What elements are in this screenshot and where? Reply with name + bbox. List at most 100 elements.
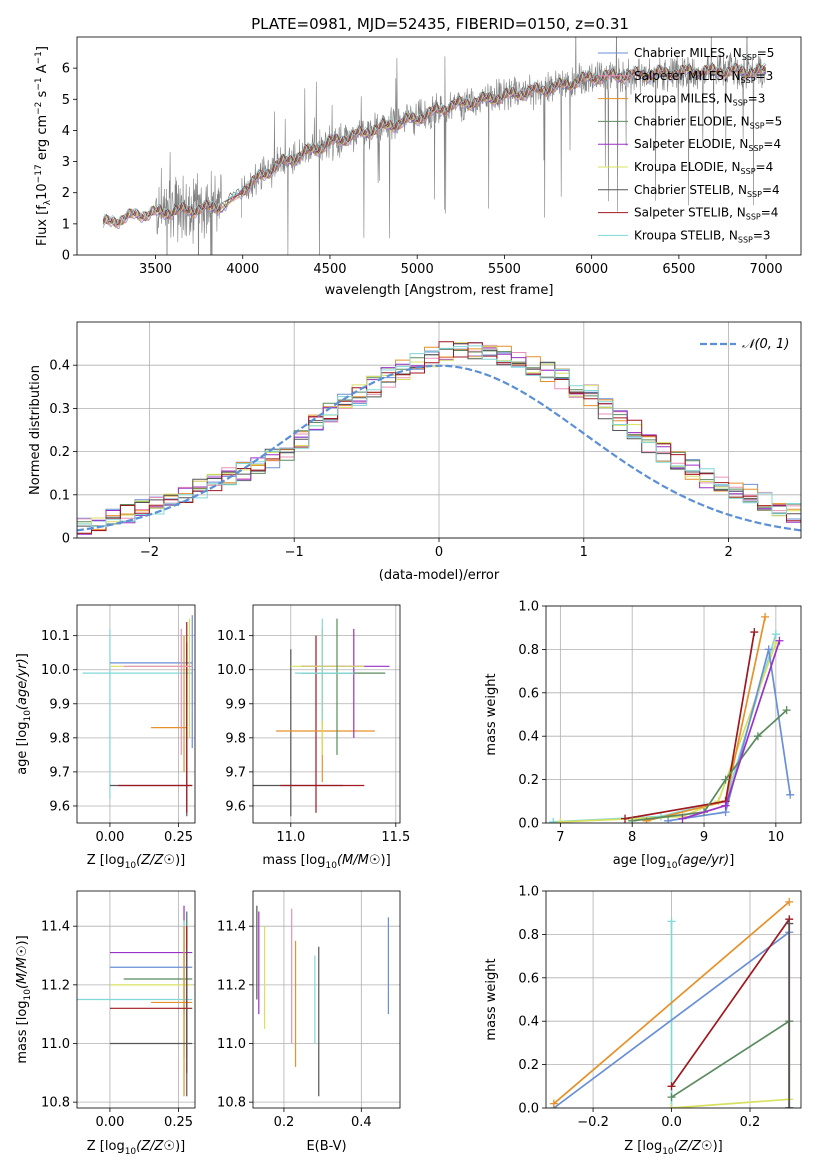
label-sub: 10	[125, 1147, 137, 1157]
x-tick-label: 10	[768, 830, 785, 845]
legend-entry-name: Kroupa STELIB, N	[634, 228, 738, 242]
legend-entry-sub: SSP	[738, 235, 753, 244]
y-tick-label: 9.7	[49, 765, 70, 780]
legend-entry-count: =3	[748, 92, 766, 106]
spectrum-plot: 3500 4000 4500 5000 5500 6000 6500 7000 0 1 2 3 4 5 6 w…	[34, 36, 802, 298]
plot-area	[82, 615, 193, 817]
y-axis-label: Normed distribution	[28, 365, 43, 495]
y-tick-label: 11.2	[41, 978, 70, 993]
legend-entry: Chabrier STELIB, NSSP=4	[634, 183, 780, 199]
y-tick-label: 0	[62, 249, 70, 264]
label-part: (age/yr)	[15, 658, 30, 710]
y-tick-label: 9.6	[49, 799, 70, 814]
x-tick-label: 8	[628, 830, 636, 845]
x-tick-label: 11.5	[381, 830, 410, 845]
label-part: ☉)]	[369, 853, 391, 868]
y-axis-label: age [log10(age/yr)]	[15, 653, 33, 775]
y-tick-label: 0.6	[518, 686, 539, 701]
weight-Z-plot: −0.2 0.0 0.2 0.0 0.2 0.4 0.6 0.8 1.0 Z [log10(Z/Z…	[484, 885, 802, 1157]
histogram-step	[77, 348, 801, 538]
label-part: (M/M	[337, 853, 369, 868]
x-tick-label: −0.2	[577, 1115, 609, 1130]
plot-area	[549, 612, 795, 823]
x-tick-label: 3500	[139, 262, 172, 277]
y-tick-label: 9.7	[225, 765, 246, 780]
x-tick-label: 0.00	[95, 830, 124, 845]
y-tick-label: 0.1	[49, 488, 70, 503]
data-point-marker	[721, 801, 730, 810]
label-sub: 10	[125, 861, 137, 871]
axes-frame	[545, 890, 802, 1109]
weight-series-line	[553, 633, 777, 823]
axes-frame	[545, 605, 802, 824]
axes-frame	[76, 36, 802, 256]
y-tick-label: 3	[62, 155, 70, 170]
label-part: (M/M	[15, 957, 30, 989]
label-part: ]	[15, 653, 30, 658]
plot-area	[549, 897, 794, 1108]
y-tick-label: 10.0	[217, 663, 246, 678]
legend-entry-name: Kroupa ELODIE, N	[634, 160, 741, 174]
data-point-marker	[556, 817, 565, 823]
data-point-marker	[785, 1104, 794, 1108]
x-tick-label: 6000	[575, 262, 608, 277]
x-tick-label: 6500	[662, 262, 695, 277]
y-axis-label-part: ]	[35, 46, 50, 51]
legend-entry-sub: SSP	[733, 99, 748, 108]
y-axis-label-part: 10	[35, 183, 50, 200]
label-part: mass [log	[15, 1000, 30, 1063]
legend-entry-name: Chabrier STELIB, N	[634, 183, 747, 197]
legend-entry: Salpeter MILES, NSSP=3	[634, 69, 773, 85]
data-point-marker	[782, 706, 791, 715]
plot-area	[77, 341, 801, 538]
weight-series-line	[560, 642, 777, 823]
x-tick-label: 7	[556, 830, 564, 845]
x-axis-label: mass [log10(M/M☉)]	[262, 853, 390, 871]
legend-entry-count: =5	[765, 114, 783, 128]
y-tick-label: 9.8	[49, 731, 70, 746]
x-tick-label: 5500	[488, 262, 521, 277]
weight-series-line	[667, 649, 792, 822]
y-tick-label: 10.1	[217, 629, 246, 644]
label-part: age [log	[613, 853, 666, 868]
legend-entry-name: Salpeter MILES, N	[634, 69, 741, 83]
figure-title: PLATE=0981, MJD=52435, FIBERID=0150, z=0…	[251, 15, 629, 33]
y-tick-label: 0.8	[518, 643, 539, 658]
data-spectrum	[155, 37, 767, 255]
y-tick-label: 11.2	[217, 978, 246, 993]
y-tick-label: 0.3	[49, 402, 70, 417]
weight-series-line	[632, 709, 788, 822]
histogram-step	[77, 343, 801, 538]
weight-series-line	[624, 631, 756, 820]
y-tick-label: 0.6	[518, 971, 539, 986]
normal-curve	[77, 364, 801, 532]
y-tick-label: 10.0	[41, 663, 70, 678]
data-point-marker	[667, 1104, 676, 1108]
y-tick-label: 9.8	[225, 731, 246, 746]
plot-area	[253, 618, 390, 817]
label-sub: 10	[23, 989, 33, 1001]
legend-entry-sub: SSP	[741, 76, 756, 85]
histogram-step	[77, 341, 801, 538]
y-axis-label-part: λ	[43, 199, 53, 205]
label-part: (Z/Z	[136, 853, 164, 868]
x-tick-label: 0.0	[661, 1115, 682, 1130]
data-point-marker	[785, 919, 794, 928]
data-point-marker	[667, 1082, 676, 1091]
label-part: (Z/Z	[136, 1139, 164, 1154]
y-axis-label-part: A	[35, 64, 50, 77]
data-point-marker	[664, 816, 673, 823]
data-point-marker	[549, 817, 558, 823]
legend-entry-count: =4	[756, 160, 774, 174]
x-tick-label: 11.0	[276, 830, 305, 845]
legend-entry: Kroupa ELODIE, NSSP=4	[634, 160, 773, 176]
y-tick-label: 0.0	[518, 1102, 539, 1117]
y-tick-label: 0.0	[518, 817, 539, 832]
legend-entry-name: Chabrier MILES, N	[634, 46, 742, 60]
data-point-marker	[721, 775, 730, 784]
label-part: ☉)]	[701, 1139, 723, 1154]
y-tick-label: 9.9	[225, 697, 246, 712]
